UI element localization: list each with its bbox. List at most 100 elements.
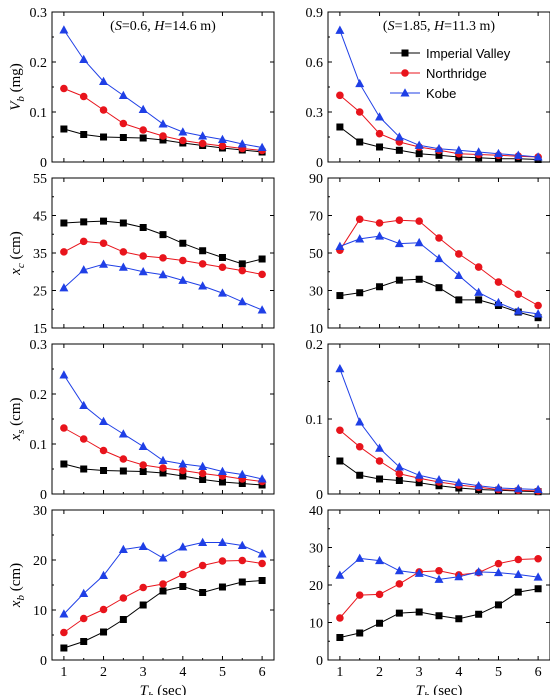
series-line-kobe <box>63 29 263 148</box>
data-point-kobe <box>79 54 89 63</box>
data-point-imperial-valley <box>455 615 463 623</box>
y-tick-label: 15 <box>33 322 47 337</box>
data-point-northridge <box>375 129 384 138</box>
data-point-imperial-valley <box>139 468 147 475</box>
data-point-kobe <box>335 241 345 250</box>
data-point-northridge <box>218 263 227 272</box>
y-tick-label: 20 <box>33 554 47 569</box>
data-point-northridge <box>198 561 207 570</box>
data-point-imperial-valley <box>336 292 344 300</box>
data-point-kobe <box>335 570 345 579</box>
data-point-kobe <box>533 309 543 318</box>
data-point-kobe <box>454 270 464 279</box>
data-point-imperial-valley <box>179 472 187 480</box>
data-point-imperial-valley <box>238 480 246 487</box>
data-point-kobe <box>493 148 503 158</box>
data-point-northridge <box>494 278 503 286</box>
data-point-kobe <box>237 296 247 306</box>
series-imperial-valley <box>336 123 542 163</box>
legend-marker-imperial-valley <box>401 49 409 57</box>
data-point-kobe <box>217 134 227 143</box>
data-point-imperial-valley <box>100 628 108 636</box>
data-point-northridge <box>99 446 108 455</box>
series-kobe <box>335 25 543 161</box>
data-point-imperial-valley <box>415 608 423 616</box>
data-point-northridge <box>494 559 503 568</box>
condition-annotation: (S=1.85, H=11.3 m) <box>383 19 495 34</box>
data-point-northridge <box>79 614 88 623</box>
series-kobe <box>59 537 267 618</box>
series-line-kobe <box>339 235 539 315</box>
data-point-northridge <box>355 215 364 224</box>
legend-marker-kobe <box>400 88 410 97</box>
data-point-kobe <box>434 253 444 263</box>
data-point-imperial-valley <box>159 231 167 239</box>
data-point-kobe <box>138 441 148 450</box>
y-tick-label: 10 <box>309 322 323 337</box>
data-point-imperial-valley <box>258 577 266 584</box>
data-point-kobe <box>434 574 444 583</box>
data-point-imperial-valley <box>258 255 266 263</box>
panel-xb-right: 1 2 3 4 5 6 0 10 20 30 40 Tb (sec) <box>309 504 550 695</box>
data-point-northridge <box>179 466 187 475</box>
data-point-northridge <box>514 290 523 299</box>
x-tick-label: 1 <box>60 665 67 680</box>
x-axis-label: Tb (sec) <box>416 683 463 695</box>
x-tick-label: 5 <box>495 665 502 680</box>
data-point-northridge <box>395 216 404 224</box>
data-point-northridge <box>159 580 167 588</box>
data-point-imperial-valley <box>218 583 226 591</box>
series-northridge <box>336 554 542 622</box>
y-tick-label: 30 <box>309 285 323 300</box>
data-point-kobe <box>158 269 168 279</box>
series-line-northridge <box>63 559 263 633</box>
x-tick-label: 4 <box>455 665 462 680</box>
data-point-imperial-valley <box>475 610 483 618</box>
plot-frame <box>327 177 550 329</box>
data-point-kobe <box>375 443 385 452</box>
data-point-kobe <box>79 400 89 409</box>
data-point-kobe <box>434 474 444 484</box>
data-point-kobe <box>118 90 128 99</box>
data-point-kobe <box>493 567 503 577</box>
data-point-kobe <box>118 544 128 553</box>
data-point-imperial-valley <box>218 478 226 486</box>
data-point-imperial-valley <box>435 612 443 620</box>
y-tick-label: 0 <box>40 654 47 669</box>
data-point-kobe <box>493 483 503 492</box>
data-point-kobe <box>513 150 523 159</box>
y-tick-label: 10 <box>309 617 323 632</box>
data-point-kobe <box>257 474 267 483</box>
data-point-northridge <box>139 461 147 469</box>
legend-label-imperial-valley: Imperial Valley <box>426 46 511 61</box>
data-point-kobe <box>198 131 208 140</box>
data-point-northridge <box>355 591 364 599</box>
legend-label-kobe: Kobe <box>426 86 456 101</box>
series-northridge <box>60 556 266 637</box>
data-point-imperial-valley <box>80 638 88 645</box>
series-imperial-valley <box>336 275 542 322</box>
y-tick-label: 0.2 <box>306 338 324 353</box>
data-point-imperial-valley <box>179 583 187 590</box>
data-point-northridge <box>435 234 443 242</box>
data-point-northridge <box>79 435 88 443</box>
data-point-imperial-valley <box>475 296 483 304</box>
y-axis-label: Vb (mg) <box>8 63 27 111</box>
data-point-kobe <box>99 570 109 579</box>
y-tick-label: 0.1 <box>30 438 48 453</box>
series-kobe <box>59 25 267 151</box>
data-point-northridge <box>258 559 266 568</box>
data-point-northridge <box>99 605 108 614</box>
data-point-northridge <box>79 92 88 101</box>
data-point-imperial-valley <box>199 589 207 596</box>
plot-frame <box>327 509 550 661</box>
data-point-northridge <box>218 557 227 565</box>
data-point-imperial-valley <box>119 134 127 141</box>
data-point-kobe <box>257 549 267 558</box>
data-point-northridge <box>139 252 147 260</box>
data-point-northridge <box>336 614 344 622</box>
data-point-imperial-valley <box>60 125 68 133</box>
data-point-kobe <box>454 145 464 154</box>
data-point-kobe <box>257 142 267 151</box>
data-point-kobe <box>335 363 345 373</box>
